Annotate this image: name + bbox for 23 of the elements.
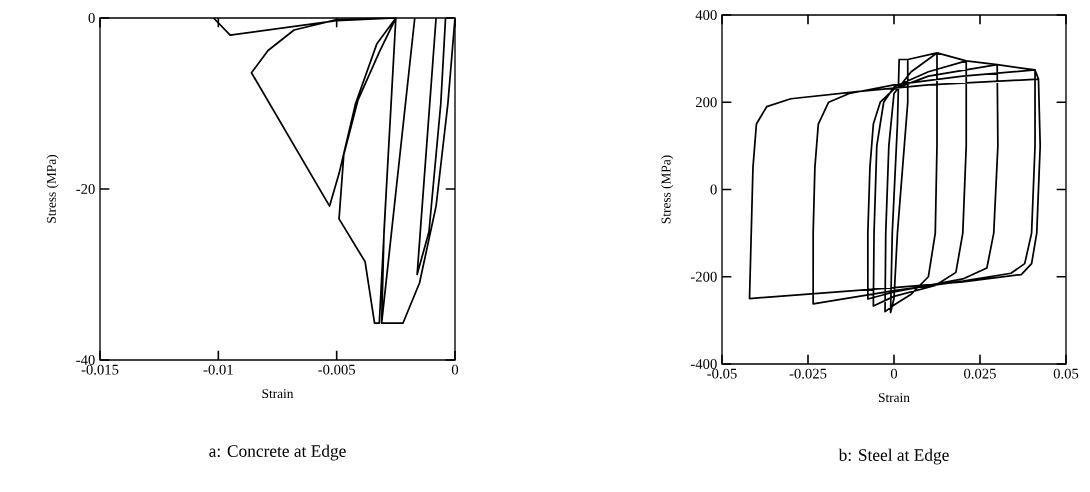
x-axis-title: Strain (878, 393, 910, 403)
x-tick-label: -0.01 (203, 364, 233, 375)
x-tick-label: -0.015 (81, 364, 119, 375)
x-tick-label: -0.05 (707, 368, 737, 379)
y-axis-title: Stress (MPa) (46, 154, 59, 223)
y-tick-label: -40 (76, 355, 95, 365)
x-tick-label: 0.05 (1053, 368, 1079, 379)
y-tick-label: 200 (695, 97, 717, 108)
y-tick-label: -200 (690, 271, 717, 282)
y-tick-label: 0 (88, 13, 95, 23)
x-tick-label: -0.025 (789, 368, 827, 379)
text: b: Steel at Edge (838, 448, 949, 465)
x-tick-label: -0.005 (318, 364, 356, 375)
y-tick-label: 400 (695, 10, 717, 20)
x-tick-label: 0 (890, 368, 898, 379)
y-tick-label: 0 (710, 184, 717, 195)
y-tick-label: -400 (690, 359, 717, 369)
text: a: Concrete at Edge (209, 444, 346, 461)
x-tick-label: 0.025 (964, 368, 996, 379)
x-axis-title: Strain (262, 389, 294, 399)
y-tick-label: -20 (76, 184, 95, 194)
y-axis-title: Stress (MPa) (661, 155, 674, 224)
x-tick-label: 0 (451, 364, 459, 375)
